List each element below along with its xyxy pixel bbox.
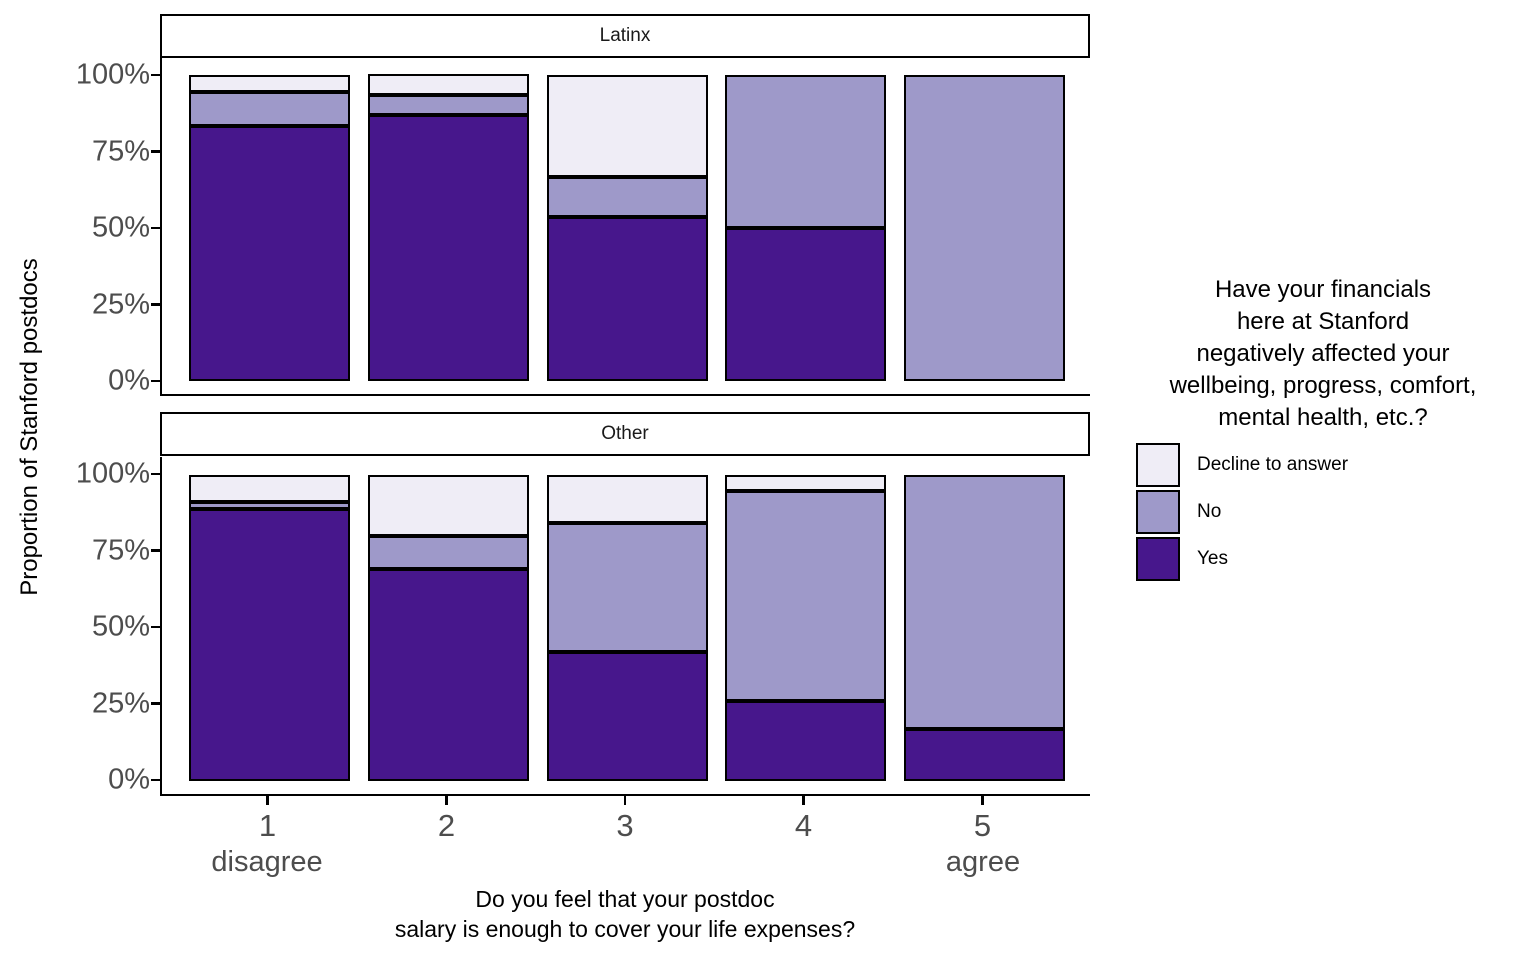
facet-panel-latinx: 100% 75% 50% 25% 0% [76, 58, 1090, 397]
y-tick-mark [151, 625, 160, 629]
legend-swatch-no [1136, 490, 1180, 534]
x-axis-anchor-disagree: disagree [211, 846, 323, 878]
facet-strip-label: Latinx [599, 25, 651, 46]
legend-item-yes: Yes [1136, 537, 1348, 581]
bar-latinx-4 [725, 74, 886, 381]
x-tick-label: 2 [437, 808, 456, 843]
facet-strip-other: Other [160, 412, 1090, 456]
bar-segment-yes [368, 569, 529, 781]
x-axis-title-line1: Do you feel that your postdoc [475, 886, 775, 912]
y-tick-mark [151, 303, 160, 306]
legend-keys: Decline to answer No Yes [1136, 443, 1348, 584]
facet-panel-other: 100% 75% 50% 25% 0% [76, 457, 1090, 796]
bar-segment-yes [368, 115, 529, 381]
y-tick-mark [151, 379, 160, 383]
y-tick-mark [151, 150, 160, 153]
x-tick-label: 5 [973, 808, 992, 843]
legend-item-label: Yes [1197, 548, 1228, 569]
bar-segment-no [725, 74, 886, 228]
y-tick-label: 50% [91, 610, 150, 643]
bar-segment-decline-to-answer [368, 74, 529, 95]
bar-segment-decline-to-answer [725, 474, 886, 492]
bar-segment-decline-to-answer [546, 74, 708, 177]
y-tick-label: 25% [91, 687, 150, 719]
y-tick-label: 0% [108, 763, 150, 796]
y-tick-label: 100% [75, 457, 150, 490]
bar-segment-yes [189, 509, 350, 781]
legend-title-line: here at Stanford [1236, 308, 1410, 335]
bar-segment-no [546, 522, 708, 652]
bar-other-2 [368, 474, 529, 781]
legend-item-label: Decline to answer [1197, 454, 1349, 475]
y-tick-mark [151, 549, 160, 552]
bar-segment-no [189, 91, 350, 126]
bar-segment-no [725, 491, 886, 701]
bar-segment-decline-to-answer [368, 474, 529, 536]
bar-latinx-1 [189, 74, 350, 381]
bar-segment-no [904, 474, 1065, 730]
y-tick-mark [151, 226, 160, 230]
x-tick-mark [445, 796, 448, 805]
y-tick-label: 50% [91, 211, 150, 244]
legend-title: Have your financials here at Stanford nega… [1118, 274, 1528, 434]
bar-other-3 [546, 474, 708, 781]
y-tick-label: 75% [91, 135, 150, 167]
legend-title-line: Have your financials [1214, 276, 1432, 303]
x-tick-mark [623, 796, 627, 805]
legend: Have your financials here at Stanford nega… [1118, 274, 1528, 581]
y-tick-label: 25% [91, 288, 150, 320]
bar-segment-no [368, 94, 529, 116]
bar-other-4 [725, 474, 886, 781]
legend-title-line: mental health, etc.? [1218, 404, 1428, 431]
bar-other-1 [189, 474, 350, 781]
bar-segment-yes [546, 651, 708, 781]
y-tick-mark [151, 73, 160, 77]
bar-segment-yes [189, 125, 350, 381]
bar-latinx-3 [546, 74, 708, 381]
legend-swatch-decline-to-answer [1136, 443, 1180, 487]
legend-item-decline-to-answer: Decline to answer [1136, 443, 1348, 487]
bar-segment-no [904, 74, 1065, 381]
y-tick-mark [151, 778, 160, 782]
legend-title-line: wellbeing, progress, comfort, [1169, 372, 1477, 399]
y-tick-label: 0% [108, 364, 150, 397]
x-tick-label: 4 [794, 808, 813, 843]
bar-segment-decline-to-answer [189, 474, 350, 503]
legend-item-no: No [1136, 490, 1348, 534]
bar-segment-decline-to-answer [546, 474, 708, 523]
bar-latinx-5 [904, 74, 1065, 381]
bar-latinx-2 [368, 74, 529, 381]
legend-item-label: No [1197, 501, 1222, 522]
x-axis-anchor-agree: agree [945, 846, 1021, 878]
bar-segment-yes [904, 729, 1065, 781]
y-tick-label: 75% [91, 534, 150, 566]
facet-strip-label: Other [601, 423, 649, 444]
bar-segment-yes [546, 217, 708, 381]
legend-title-line: negatively affected your [1196, 340, 1450, 367]
bar-segment-no [546, 176, 708, 218]
bar-segment-yes [725, 227, 886, 381]
legend-swatch-yes [1136, 537, 1180, 581]
y-tick-mark [151, 472, 160, 476]
x-tick-mark [266, 796, 269, 805]
x-axis-title-line2: salary is enough to cover your life expe… [394, 916, 856, 942]
bar-segment-decline-to-answer [189, 74, 350, 92]
facet-strip-latinx: Latinx [160, 14, 1090, 58]
y-tick-label: 100% [75, 58, 150, 91]
x-axis-title: Do you feel that your postdoc salary is … [160, 884, 1090, 944]
x-tick-mark [981, 796, 984, 805]
x-tick-label: 3 [616, 808, 634, 843]
bar-other-5 [904, 474, 1065, 781]
y-tick-mark [151, 702, 160, 705]
x-tick-mark [802, 796, 805, 805]
x-tick-label: 1 [258, 808, 277, 843]
bar-segment-yes [725, 700, 886, 781]
bar-segment-no [368, 535, 529, 570]
bar-segment-no [189, 502, 350, 510]
